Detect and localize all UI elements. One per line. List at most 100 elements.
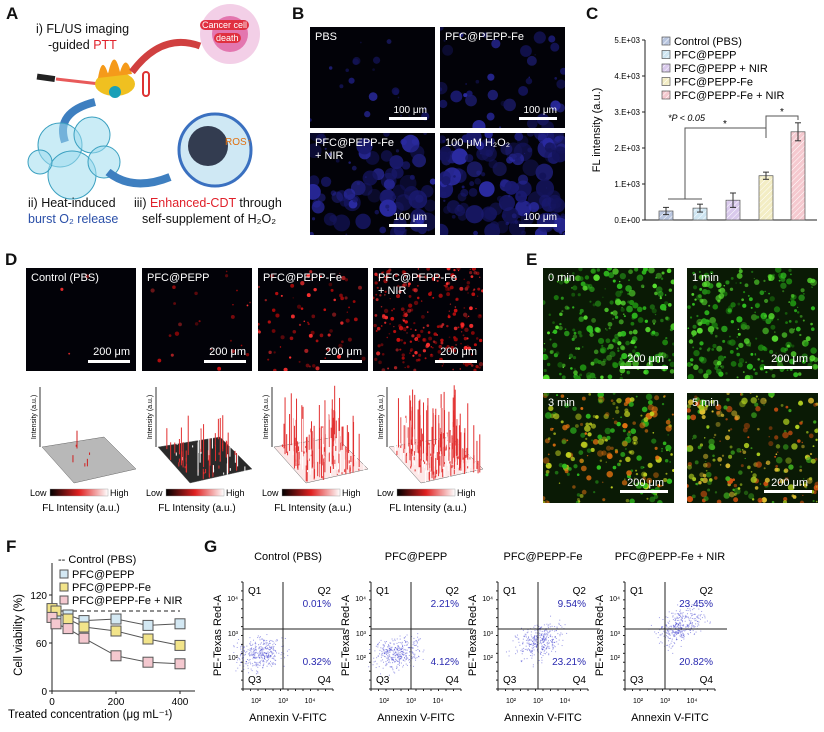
cell-dot	[504, 180, 519, 195]
scatter-point	[531, 643, 533, 645]
scatter-point	[666, 644, 668, 646]
panel-label-b: B	[292, 4, 305, 23]
cell-dot	[724, 435, 731, 441]
cell-dot	[393, 89, 399, 95]
cell-dot	[556, 394, 559, 397]
scatter-point	[512, 640, 514, 642]
cell-dot	[517, 193, 521, 197]
cell-dot	[225, 270, 228, 273]
cell-dot	[501, 207, 519, 224]
cell-dot	[722, 339, 726, 343]
cell-dot	[620, 416, 622, 419]
colorbar-high: High	[457, 488, 476, 498]
cell-dot	[584, 432, 588, 435]
scatter-point	[531, 647, 533, 649]
scatter-point	[269, 662, 271, 664]
scatter-point	[671, 640, 673, 642]
scatter-point	[258, 656, 260, 658]
cell-dot	[581, 346, 584, 348]
cell-dot	[605, 461, 607, 463]
cell-dot	[567, 467, 569, 470]
scatter-point	[671, 646, 673, 648]
scatter-point	[252, 654, 254, 656]
cell-dot	[591, 439, 594, 442]
scatter-point	[678, 624, 680, 626]
scatter-point	[533, 636, 535, 638]
cell-dot	[566, 439, 569, 442]
scatter-point	[388, 660, 390, 662]
x-axis-label: Annexin V-FITC	[377, 712, 455, 724]
cell-dot	[654, 395, 660, 401]
scatter-point	[257, 635, 259, 637]
scatter-point	[270, 654, 272, 656]
cell-dot	[568, 353, 574, 359]
scatter-point	[264, 647, 266, 649]
cell-dot	[795, 424, 800, 430]
scatter-point	[552, 647, 554, 649]
cell-dot	[473, 230, 478, 235]
scatter-point	[389, 647, 391, 649]
cell-dot	[384, 290, 387, 293]
cell-dot	[621, 353, 628, 360]
cell-dot	[699, 472, 705, 478]
scatter-point	[505, 651, 507, 653]
cell-dot	[720, 365, 722, 368]
scatter-point	[532, 641, 534, 643]
cell-dot	[479, 314, 482, 317]
scatter-point	[669, 633, 671, 635]
scatter-point	[523, 647, 525, 649]
scatter-point	[533, 626, 535, 628]
x-tick-label: 10³	[406, 698, 417, 705]
cell-dot	[404, 276, 407, 278]
scatter-point	[267, 655, 269, 657]
cell-dot	[592, 438, 599, 445]
scatter-point	[412, 644, 414, 646]
scatter-point	[268, 642, 270, 644]
quadrant-q2: Q2	[446, 586, 460, 597]
scatter-point	[391, 649, 393, 651]
scatter-point	[515, 653, 517, 655]
scatter-point	[386, 663, 388, 665]
cell-dot	[761, 315, 768, 322]
cell-dot	[663, 478, 668, 483]
scatter-point	[522, 651, 524, 653]
scatter-point	[661, 633, 663, 635]
cell-dot	[651, 330, 656, 335]
scatter-point	[547, 640, 549, 642]
cell-dot	[768, 278, 772, 281]
scatter-point	[536, 624, 538, 626]
cell-dot	[604, 427, 612, 435]
scatter-point	[555, 630, 557, 632]
scatter-point	[694, 626, 696, 628]
scatter-point	[558, 624, 560, 626]
scatter-point	[687, 608, 689, 610]
cell-dot	[438, 293, 443, 298]
scatter-point	[549, 630, 551, 632]
scatter-point	[398, 642, 400, 644]
scatter-point	[384, 656, 386, 658]
cell-dot	[610, 486, 613, 489]
cell-dot	[610, 428, 615, 433]
scatter-point	[680, 627, 682, 629]
cell-dot	[402, 282, 408, 287]
cell-dot	[410, 145, 425, 160]
scatter-point	[398, 649, 400, 651]
scatter-point	[406, 644, 408, 646]
cell-dot	[726, 398, 730, 402]
cell-dot	[703, 453, 709, 460]
tile-caption: PFC@PEPP-Fe + NIR	[378, 272, 458, 297]
scatter-point	[676, 637, 678, 639]
scatter-point	[543, 630, 545, 632]
cell-dot	[300, 307, 304, 310]
scale-bar-label: 200 μm	[771, 477, 808, 489]
scatter-point	[247, 665, 249, 667]
scatter-point	[552, 647, 554, 649]
cell-dot	[769, 349, 774, 354]
cell-dot	[315, 366, 320, 371]
cell-dot	[454, 306, 457, 308]
cell-dot	[230, 339, 232, 342]
scatter-point	[539, 630, 541, 632]
cell-dot	[368, 92, 378, 101]
scatter-point	[521, 660, 523, 662]
scatter-point	[681, 619, 683, 621]
